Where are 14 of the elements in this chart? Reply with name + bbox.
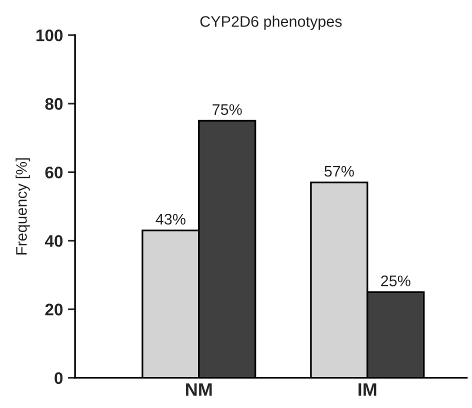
x-tick-label: IM xyxy=(358,383,376,396)
data-label: 75% xyxy=(212,104,242,115)
data-label: 57% xyxy=(324,166,354,177)
y-axis-title: Frequency [%] xyxy=(16,158,30,254)
y-tick-label: 100 xyxy=(36,29,63,42)
y-tick-label: 20 xyxy=(45,304,63,316)
data-label: 43% xyxy=(156,214,186,225)
chart-title: CYP2D6 phenotypes xyxy=(200,16,342,30)
y-tick-label: 40 xyxy=(44,235,63,247)
data-label: 25% xyxy=(381,276,410,286)
y-tick-label: 0 xyxy=(54,372,63,384)
y-tick-label: 80 xyxy=(45,98,63,110)
y-tick-label: 60 xyxy=(45,166,63,178)
x-tick-label: NM xyxy=(186,383,212,396)
